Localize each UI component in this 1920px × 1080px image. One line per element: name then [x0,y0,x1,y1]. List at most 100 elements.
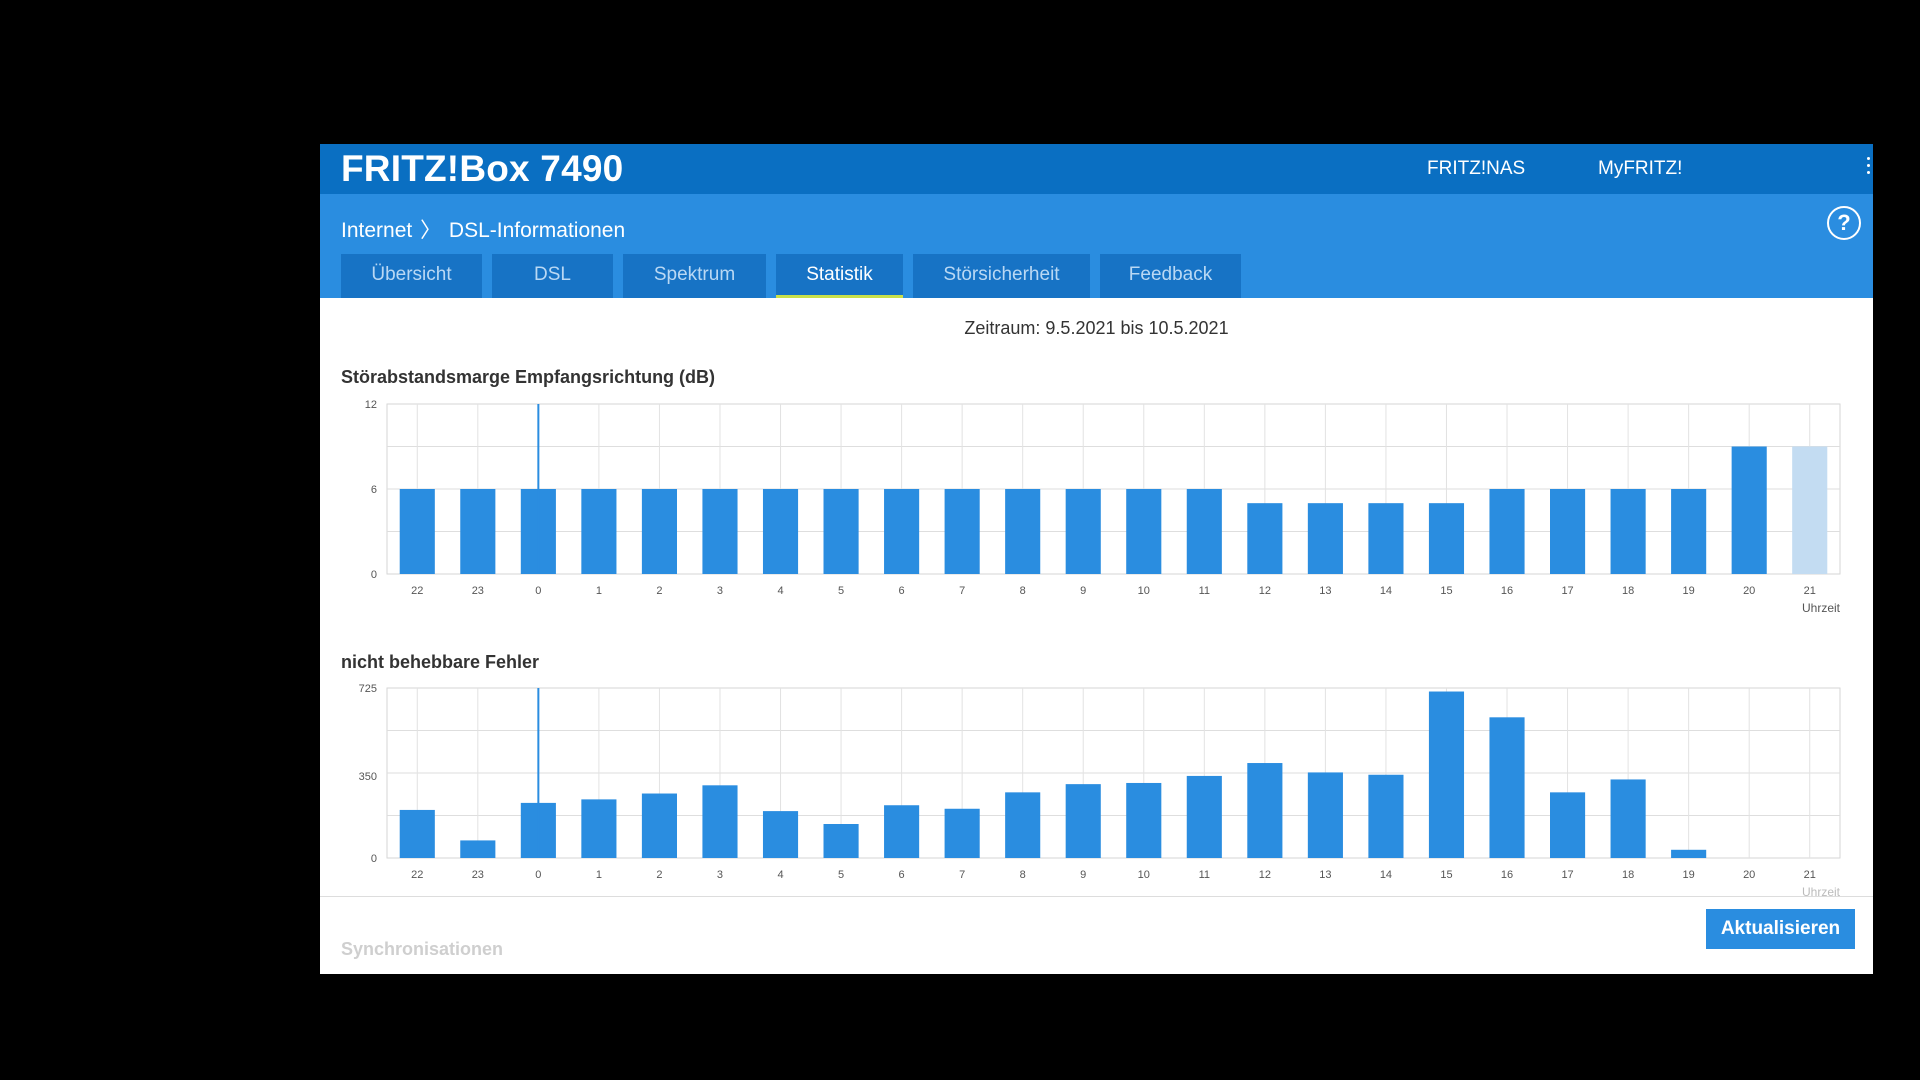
tab-uebersicht[interactable]: Übersicht [341,254,482,298]
divider [320,896,1873,897]
bar [1368,503,1404,574]
bar [702,489,738,574]
y-tick-label: 0 [371,569,377,581]
x-tick-label: 21 [1804,585,1816,597]
kebab-menu-icon[interactable] [1865,154,1871,182]
help-icon[interactable]: ? [1827,206,1861,240]
x-tick-label: 1 [596,585,602,597]
bar [1610,489,1646,574]
x-tick-label: 16 [1501,869,1513,881]
x-tick-label: 4 [777,869,783,881]
bar [1671,849,1707,858]
bar [641,489,677,574]
x-tick-label: 20 [1743,585,1755,597]
tab-spektrum[interactable]: Spektrum [623,254,766,298]
bar [1792,446,1828,574]
tab-statistik[interactable]: Statistik [776,254,903,298]
x-tick-label: 0 [535,869,541,881]
x-tick-label: 7 [959,869,965,881]
bar [1550,489,1586,574]
bar [1671,489,1707,574]
sub-bar: Internet 〉 DSL-Informationen ? Übersicht… [320,194,1873,298]
bar [1307,772,1343,858]
x-tick-label: 12 [1259,869,1271,881]
x-tick-label: 8 [1020,869,1026,881]
x-tick-label: 9 [1080,869,1086,881]
x-tick-label: 12 [1259,585,1271,597]
bar [581,489,617,574]
period-label: Zeitraum: 9.5.2021 bis 10.5.2021 [964,318,1229,338]
bar [884,805,920,858]
bar [1186,489,1222,574]
x-tick-label: 18 [1622,869,1634,881]
myfritz-link[interactable]: MyFRITZ! [1598,158,1683,179]
x-tick-label: 20 [1743,869,1755,881]
bar [944,808,980,858]
bar [581,799,617,858]
x-tick-label: 6 [899,585,905,597]
chevron-right-icon: 〉 [420,219,442,242]
x-tick-label: 4 [777,585,783,597]
x-tick-label: 23 [472,585,484,597]
x-tick-label: 2 [656,585,662,597]
x-tick-label: 7 [959,585,965,597]
section-title-synchronisationen: Synchronisationen [341,939,504,959]
bar [1247,503,1283,574]
x-tick-label: 6 [899,869,905,881]
x-tick-label: 10 [1138,869,1150,881]
breadcrumb-internet[interactable]: Internet [341,219,413,242]
x-tick-label: 5 [838,585,844,597]
bar [1610,779,1646,858]
tab-stoersicherheit[interactable]: Störsicherheit [913,254,1090,298]
x-tick-label: 19 [1683,869,1695,881]
x-tick-label: 10 [1138,585,1150,597]
x-tick-label: 8 [1020,585,1026,597]
x-tick-label: 22 [411,585,423,597]
bar [762,811,799,858]
y-tick-label: 12 [365,399,377,411]
x-tick-label: 18 [1622,585,1634,597]
bar [460,489,496,574]
tab-feedback[interactable]: Feedback [1100,254,1241,298]
y-tick-label: 6 [371,484,377,496]
bar [1428,503,1465,574]
x-tick-label: 13 [1319,585,1331,597]
tab-dsl[interactable]: DSL [492,254,613,298]
brand-title: FRITZ!Box 7490 [341,148,624,189]
fritzbox-window: FRITZ!Box 7490 FRITZ!NAS MyFRITZ! Intern… [320,144,1873,974]
fritznas-link[interactable]: FRITZ!NAS [1427,158,1526,179]
breadcrumb: Internet 〉 DSL-Informationen [341,214,625,244]
bar [1489,717,1525,858]
y-tick-label: 0 [371,853,377,865]
bar [1126,489,1162,574]
x-tick-label: 14 [1380,869,1392,881]
top-bar: FRITZ!Box 7490 FRITZ!NAS MyFRITZ! [320,144,1873,194]
x-tick-label: 16 [1501,585,1513,597]
x-tick-label: 0 [535,585,541,597]
bar [762,489,799,574]
x-tick-label: 9 [1080,585,1086,597]
x-tick-label: 19 [1683,585,1695,597]
x-axis-label: Uhrzeit [1802,601,1841,614]
bar [944,489,980,574]
bar [641,793,677,858]
bar [460,840,496,858]
x-tick-label: 3 [717,869,723,881]
bar [1247,763,1283,858]
bar [1731,446,1767,574]
refresh-button[interactable]: Aktualisieren [1706,909,1855,949]
x-tick-label: 21 [1804,869,1816,881]
bar [1065,784,1101,858]
x-axis-label: Uhrzeit [1802,885,1841,898]
bar [1368,774,1404,858]
y-tick-label: 350 [359,771,377,783]
bar [702,785,738,858]
bar [1065,489,1101,574]
x-tick-label: 15 [1440,585,1452,597]
x-tick-label: 14 [1380,585,1392,597]
x-tick-label: 13 [1319,869,1331,881]
bar [823,489,859,574]
bar [1126,782,1162,858]
x-tick-label: 11 [1199,869,1210,881]
